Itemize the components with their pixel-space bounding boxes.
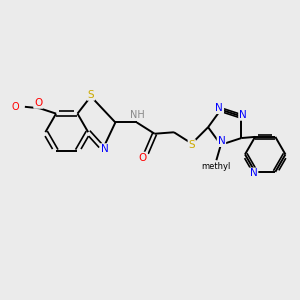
- Text: S: S: [88, 90, 94, 100]
- Text: O: O: [34, 98, 42, 108]
- Text: N: N: [218, 136, 225, 146]
- Text: S: S: [188, 140, 195, 150]
- Text: N: N: [239, 110, 247, 120]
- Text: O: O: [139, 152, 147, 163]
- Text: N: N: [215, 103, 223, 113]
- Text: N: N: [100, 144, 108, 154]
- Text: O: O: [11, 102, 19, 112]
- Text: N: N: [250, 168, 257, 178]
- Text: methyl: methyl: [202, 162, 231, 171]
- Text: NH: NH: [130, 110, 145, 120]
